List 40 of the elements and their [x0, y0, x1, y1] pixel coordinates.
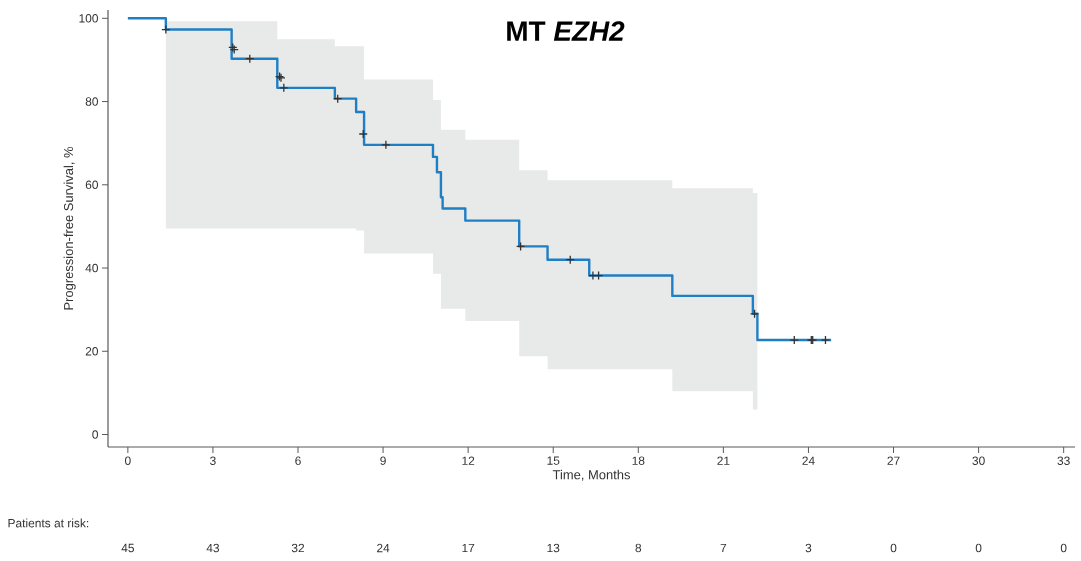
x-tick-label: 33	[1057, 456, 1070, 465]
x-tick-label: 3	[210, 456, 216, 465]
point	[820, 335, 831, 345]
point	[381, 140, 391, 150]
y-tick-label: 80	[85, 97, 99, 106]
text: Patients at risk:	[8, 518, 89, 528]
y-tick-label: 40	[85, 263, 99, 273]
y-tick-label: 100	[79, 14, 99, 23]
text: 17	[462, 543, 475, 553]
y-tick-label: 20	[85, 347, 99, 356]
x-tick-label: 18	[632, 456, 645, 465]
x-tick-label: 12	[462, 456, 475, 465]
text: 3	[805, 543, 812, 553]
text: 7	[720, 543, 727, 553]
x-tick-label: 0	[124, 456, 131, 465]
chart-title: MT EZH2	[507, 21, 625, 41]
y-tick-label: 0	[92, 430, 99, 439]
point	[588, 270, 598, 281]
x-axis-title: Time, Months	[552, 469, 631, 481]
y-axis-title: Progression-free Survival, %	[63, 146, 76, 310]
text: 24	[377, 543, 390, 553]
text: 0	[890, 543, 897, 553]
text: 8	[635, 543, 642, 553]
point	[358, 129, 368, 139]
text: 32	[291, 543, 305, 553]
text: 0	[1060, 543, 1067, 553]
text: 0	[975, 543, 982, 553]
x-tick-label: 6	[295, 456, 301, 465]
x-tick-label: 27	[887, 456, 900, 465]
line-series	[126, 17, 833, 342]
text: 45	[121, 543, 134, 553]
x-tick-label: 15	[547, 456, 560, 465]
x-tick-label: 24	[802, 456, 815, 465]
text: 43	[206, 543, 220, 553]
y-tick-label: 60	[85, 180, 99, 190]
x-tick-label: 9	[380, 456, 386, 465]
point	[789, 335, 799, 345]
x-tick-label: 30	[972, 456, 985, 465]
x-tick-label: 21	[717, 456, 730, 465]
text: 13	[547, 543, 560, 553]
